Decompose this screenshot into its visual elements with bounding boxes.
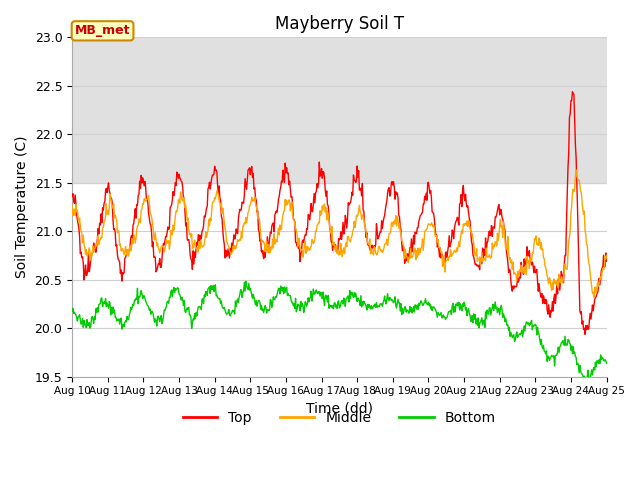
Title: Mayberry Soil T: Mayberry Soil T [275,15,404,33]
Text: MB_met: MB_met [75,24,131,37]
Y-axis label: Soil Temperature (C): Soil Temperature (C) [15,136,29,278]
Bar [72,37,607,183]
X-axis label: Time (dd): Time (dd) [306,402,373,416]
Legend: Top, Middle, Bottom: Top, Middle, Bottom [177,406,502,431]
